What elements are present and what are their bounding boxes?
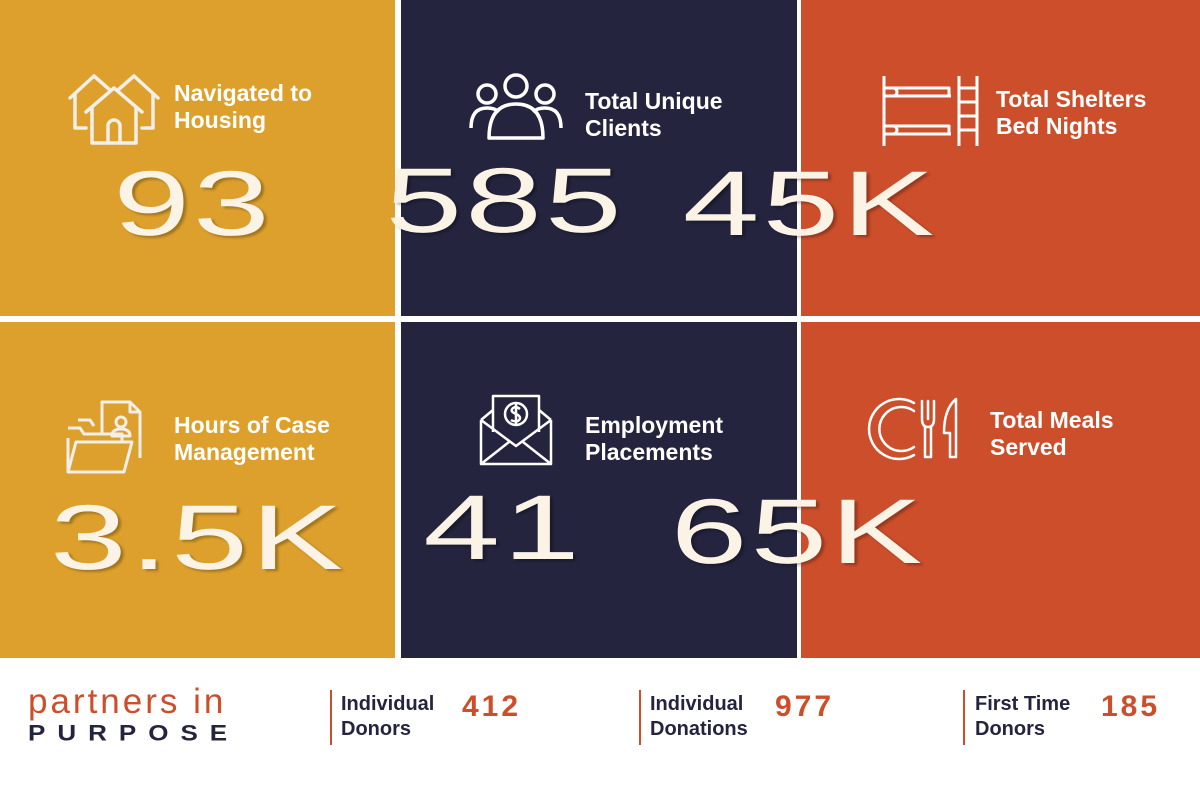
stat-value: 185 xyxy=(1101,690,1161,723)
tile-total-shelters-bed-nights: Total Shelters Bed Nights 45K xyxy=(683,0,1200,316)
tile-label: Total Shelters Bed Nights xyxy=(996,86,1147,139)
tile-employment-placements: Employment Placements 41 xyxy=(401,322,797,658)
bunk-bed-icon xyxy=(881,74,981,148)
stat-value: 412 xyxy=(462,690,522,723)
group-of-people-icon xyxy=(467,72,565,140)
folder-with-document-icon xyxy=(66,398,142,474)
tile-label: Total Unique Clients xyxy=(585,88,723,141)
stat-label: Individual Donors xyxy=(341,693,435,740)
divider xyxy=(639,690,641,745)
tile-value: 45K xyxy=(682,153,938,255)
tile-hours-of-case-management: Hours of Case Management 3.5K xyxy=(0,322,395,658)
plate-fork-knife-icon xyxy=(867,397,966,461)
logo-line1: partners in xyxy=(28,682,227,721)
tile-label: Hours of Case Management xyxy=(174,412,330,465)
divider xyxy=(330,690,332,745)
tile-value: 3.5K xyxy=(50,487,346,589)
tile-total-unique-clients: Total Unique Clients 585 xyxy=(385,0,797,316)
tile-total-meals-served: Total Meals Served 65K xyxy=(671,322,1200,658)
tile-value: 41 xyxy=(423,477,583,579)
stat-value: 977 xyxy=(775,690,835,723)
tile-value: 585 xyxy=(385,150,625,252)
divider xyxy=(963,690,965,745)
stat-label: First Time Donors xyxy=(975,693,1071,740)
tile-label: Navigated to Housing xyxy=(174,80,313,133)
logo-line2: PURPOSE xyxy=(28,720,240,746)
envelope-with-dollar-icon xyxy=(479,394,553,466)
tile-label: Employment Placements xyxy=(585,412,724,465)
stat-label: Individual Donations xyxy=(650,693,748,740)
houses-icon xyxy=(66,72,162,146)
tile-label: Total Meals Served xyxy=(990,407,1114,460)
tile-navigated-to-housing: Navigated to Housing 93 xyxy=(0,0,395,316)
tile-value: 65K xyxy=(670,481,926,583)
tile-value: 93 xyxy=(113,153,273,255)
